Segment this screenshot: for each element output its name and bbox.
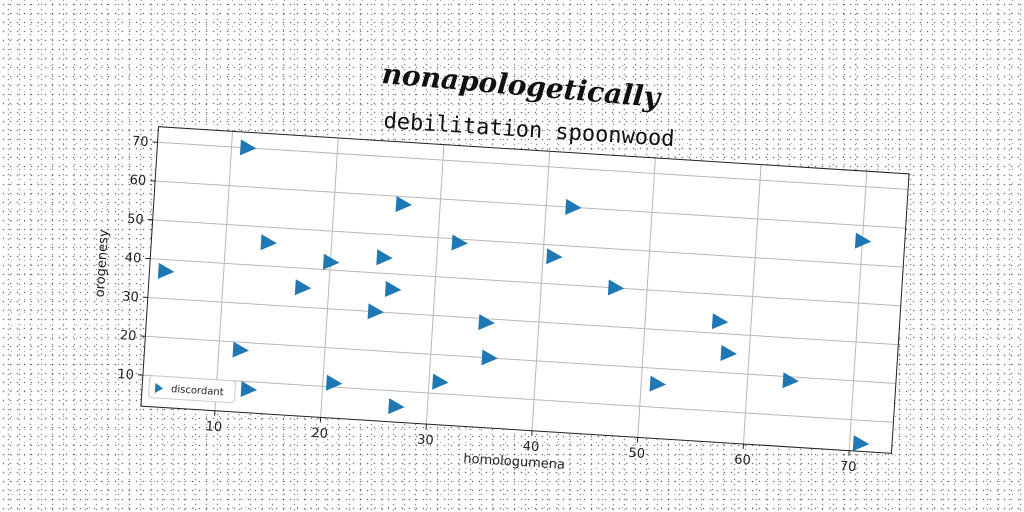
legend: discordant	[148, 375, 237, 404]
y-tick-label: 30	[122, 289, 139, 305]
plot-area	[140, 126, 910, 454]
plot-frame	[140, 126, 910, 454]
scatter-point	[232, 341, 249, 358]
x-axis-label: homologumena	[463, 451, 565, 472]
legend-marker	[154, 382, 164, 393]
y-grid-line	[142, 374, 894, 423]
scatter-point	[782, 372, 799, 389]
y-tick-label: 10	[117, 367, 134, 383]
x-tick-label: 10	[205, 419, 222, 435]
scatter-point	[854, 232, 872, 249]
x-tick-label: 30	[417, 433, 434, 449]
scatter-chart: debilitation spoonwood 10 20 30 40 50 60 70102…	[93, 109, 910, 475]
scatter-point	[478, 314, 495, 331]
scatter-point	[240, 381, 258, 398]
x-grid-line	[742, 164, 762, 445]
scatter-point	[395, 195, 413, 212]
axis-ticks: 10 20 30 40 50 60 70 10 20 30 40 50 60 70	[117, 134, 857, 475]
y-grid-line	[147, 296, 899, 346]
scatter-point	[376, 249, 393, 266]
scatter-point	[384, 281, 402, 297]
y-grid-line	[150, 258, 901, 307]
y-grid-line	[157, 141, 909, 190]
y-tick-label: 50	[127, 212, 144, 228]
x-grid-line	[637, 157, 656, 438]
scatter-point	[649, 375, 667, 392]
scatter-point	[607, 279, 625, 296]
scatter-point	[546, 248, 563, 265]
x-grid-line	[848, 171, 868, 451]
scatter-point	[565, 198, 582, 215]
x-tick-label: 40	[522, 439, 539, 455]
scatter-point	[852, 435, 870, 452]
legend-box	[148, 375, 237, 404]
x-grid-line	[531, 151, 551, 431]
y-tick-label: 20	[119, 328, 136, 344]
scatter-point	[451, 234, 468, 251]
scatter-point	[157, 262, 175, 279]
scatter-point	[388, 398, 405, 415]
y-grid-line	[145, 335, 896, 384]
x-tick-label: 70	[839, 459, 856, 475]
y-grid-line	[155, 180, 906, 229]
scatter-points	[157, 139, 872, 452]
scatter-point	[481, 349, 498, 366]
y-grid-line	[152, 219, 904, 268]
x-grid-line	[425, 144, 445, 425]
x-tick-label: 50	[628, 446, 645, 462]
legend-label: discordant	[171, 384, 224, 398]
x-tick-label: 20	[311, 426, 328, 442]
scatter-point	[294, 279, 312, 296]
x-grid-line	[214, 131, 234, 411]
x-grid-line	[320, 137, 339, 418]
figure-suptitle: nonapologetically	[381, 57, 663, 114]
y-tick-label: 40	[124, 251, 141, 267]
scatter-point	[239, 139, 257, 156]
scatter-point	[432, 373, 449, 390]
scatter-point	[367, 303, 385, 320]
y-axis-label: orogenesy	[93, 229, 112, 298]
grid-lines	[142, 131, 909, 451]
y-tick-label: 70	[132, 134, 149, 150]
scatter-point	[711, 313, 729, 330]
scatter-point	[720, 345, 737, 361]
x-tick-label: 60	[734, 452, 751, 468]
scatter-point	[325, 374, 343, 391]
scatter-point	[260, 234, 277, 251]
scatter-point	[322, 253, 340, 270]
y-tick-label: 60	[129, 173, 146, 189]
